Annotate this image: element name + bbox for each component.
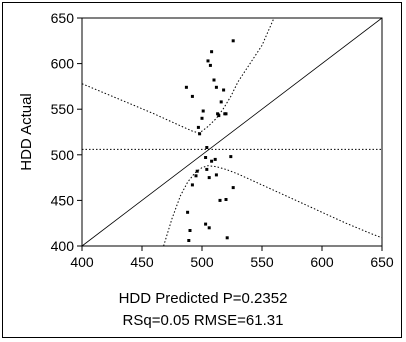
- data-point: [204, 156, 208, 159]
- data-point: [190, 183, 194, 187]
- data-point: [212, 78, 216, 82]
- data-point: [214, 173, 218, 177]
- axis-ticks: 400 450 500 550 600 650 400 450 500 550 600 650: [51, 10, 394, 270]
- data-point: [222, 88, 226, 92]
- y-tick-label: 450: [51, 192, 75, 208]
- confidence-curve-lower: [163, 165, 383, 247]
- plot-marks: [81, 17, 383, 247]
- x-axis-label: HDD Predicted P=0.2352: [118, 290, 288, 307]
- data-point: [188, 229, 192, 232]
- y-tick-label: 550: [51, 101, 75, 117]
- y-tick-label: 400: [51, 238, 75, 254]
- data-point: [207, 226, 211, 230]
- data-point: [210, 50, 214, 54]
- data-point: [200, 116, 204, 120]
- data-point: [206, 59, 210, 63]
- data-point: [194, 174, 198, 178]
- confidence-curve-upper: [81, 17, 275, 134]
- data-point: [201, 109, 205, 113]
- data-point: [190, 94, 194, 98]
- data-point: [187, 239, 191, 242]
- data-point: [205, 146, 209, 149]
- data-point: [216, 112, 220, 116]
- x-tick-label: 600: [310, 254, 334, 270]
- data-point: [208, 63, 212, 67]
- data-point: [218, 198, 222, 202]
- data-point: [224, 198, 228, 201]
- data-point: [207, 176, 211, 180]
- data-point: [214, 85, 218, 89]
- data-point: [224, 112, 228, 116]
- fit-statistics: RSq=0.05 RMSE=61.31: [122, 312, 284, 329]
- plot-area: [81, 17, 383, 247]
- x-tick-label: 550: [250, 254, 274, 270]
- data-point: [186, 210, 190, 214]
- data-point: [195, 169, 199, 173]
- y-tick-label: 600: [51, 56, 75, 72]
- data-point: [204, 222, 208, 226]
- data-point: [198, 132, 202, 136]
- x-tick-label: 500: [190, 254, 214, 270]
- x-tick-label: 650: [370, 254, 394, 270]
- data-point: [229, 155, 233, 159]
- fit-line: [81, 17, 383, 247]
- data-point: [225, 236, 229, 240]
- data-point: [231, 39, 235, 43]
- data-point: [196, 125, 200, 129]
- chart-frame: [2, 2, 402, 338]
- y-axis-label: HDD Actual: [18, 93, 35, 171]
- data-point: [184, 85, 188, 89]
- y-tick-label: 650: [51, 10, 75, 26]
- x-tick-label: 450: [130, 254, 154, 270]
- data-point: [213, 157, 217, 161]
- data-point: [217, 114, 221, 118]
- data-point: [219, 100, 223, 104]
- data-point: [205, 167, 209, 171]
- data-point: [231, 186, 235, 190]
- y-tick-label: 500: [51, 147, 75, 163]
- data-point: [210, 159, 214, 163]
- x-tick-label: 400: [70, 254, 94, 270]
